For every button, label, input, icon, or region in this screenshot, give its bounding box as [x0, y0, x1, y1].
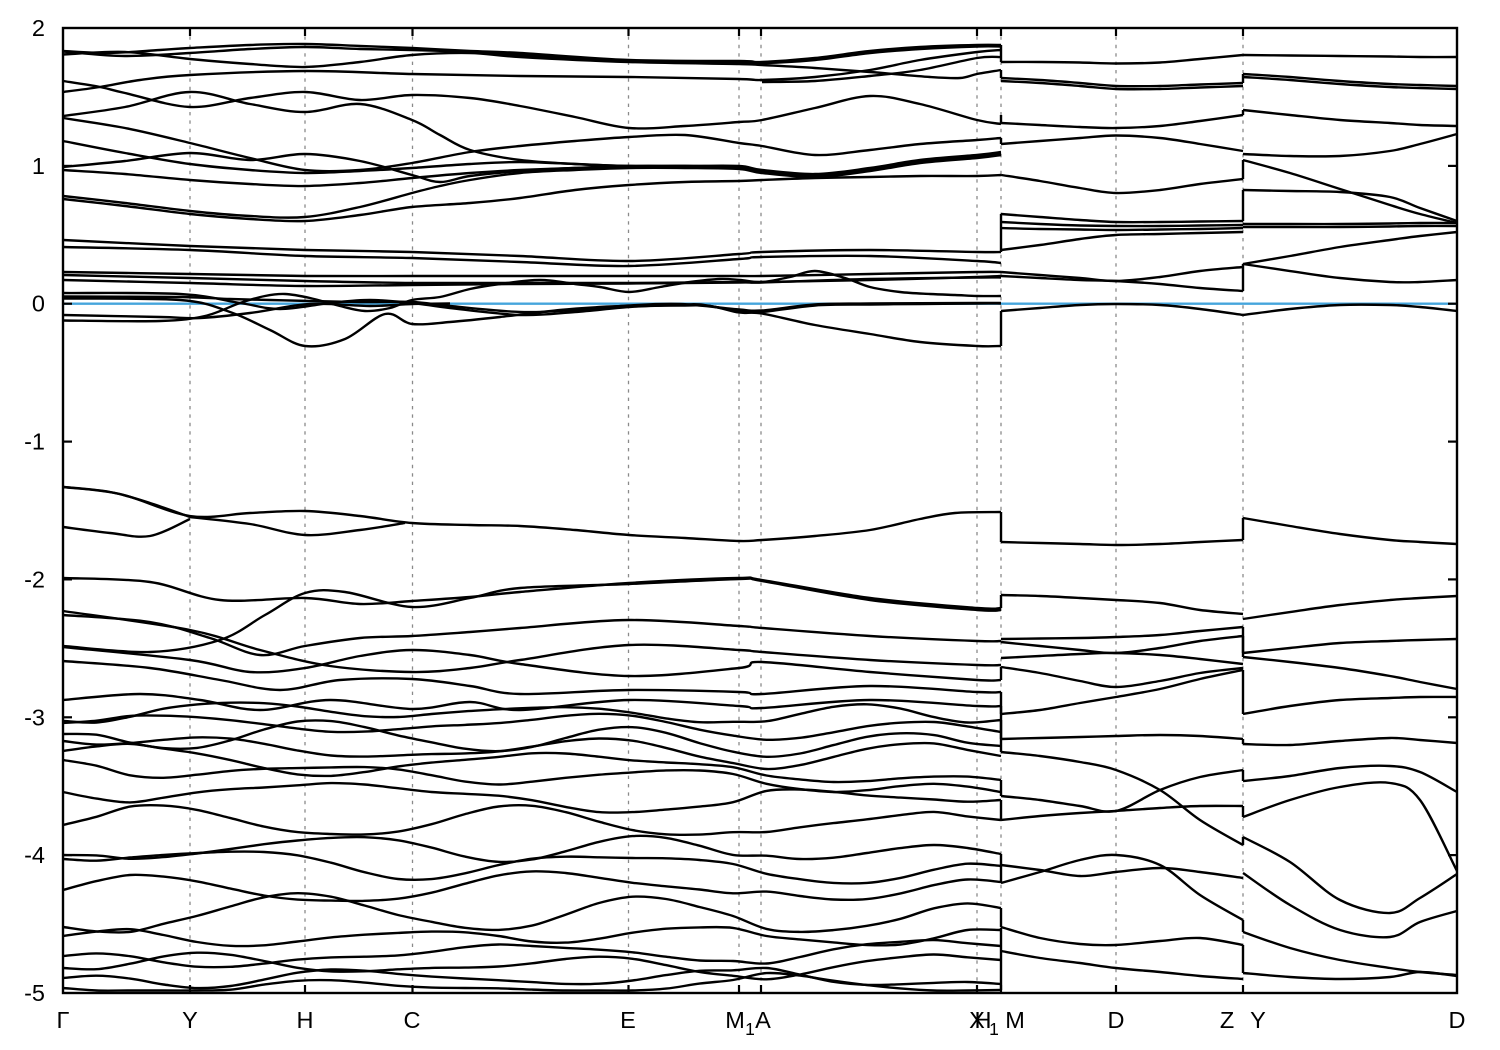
svg-text:M: M: [1005, 1007, 1025, 1033]
svg-text:Γ: Γ: [57, 1007, 70, 1033]
svg-text:-1: -1: [24, 429, 45, 455]
svg-text:1: 1: [989, 1019, 999, 1039]
svg-text:Z: Z: [1220, 1007, 1234, 1033]
svg-text:-3: -3: [24, 704, 45, 730]
svg-text:Y: Y: [182, 1007, 198, 1033]
svg-text:H: H: [297, 1007, 314, 1033]
svg-text:0: 0: [32, 291, 45, 317]
svg-text:H: H: [975, 1007, 992, 1033]
svg-text:M: M: [725, 1007, 745, 1033]
svg-text:A: A: [755, 1007, 771, 1033]
svg-text:-2: -2: [24, 566, 45, 592]
svg-text:2: 2: [32, 15, 45, 41]
svg-text:-5: -5: [24, 980, 45, 1006]
svg-text:D: D: [1449, 1007, 1466, 1033]
svg-text:X: X: [969, 1007, 985, 1033]
svg-text:C: C: [404, 1007, 421, 1033]
svg-text:E: E: [620, 1007, 636, 1033]
svg-text:1: 1: [32, 153, 45, 179]
svg-text:Y: Y: [1250, 1007, 1266, 1033]
svg-text:-4: -4: [24, 842, 45, 868]
svg-text:1: 1: [745, 1019, 755, 1039]
svg-text:D: D: [1108, 1007, 1125, 1033]
